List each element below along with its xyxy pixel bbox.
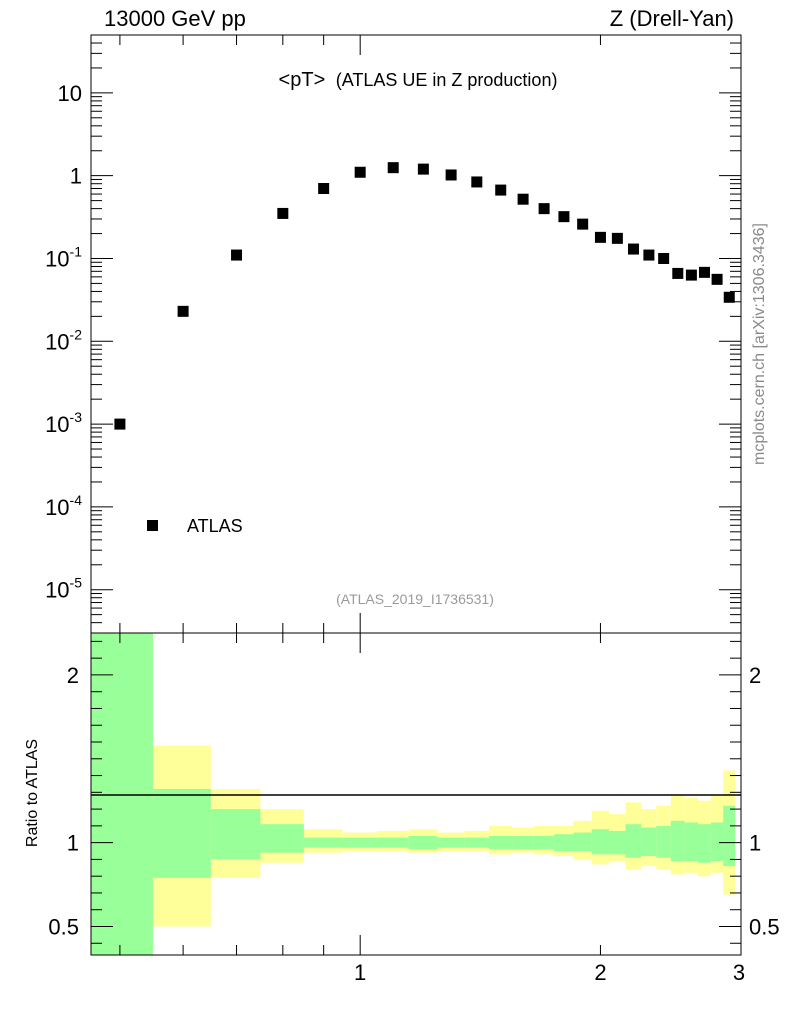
ratio-band-bin (512, 835, 534, 850)
ratio-band-bin (488, 835, 513, 850)
data-point (658, 252, 670, 264)
data-point (577, 218, 589, 230)
ratio-y-tick-label-right: 0.5 (749, 914, 780, 939)
x-tick-label: 2 (594, 960, 606, 985)
ratio-band-bin (684, 822, 698, 862)
ratio-band-bin (641, 827, 657, 857)
ratio-band-bin (260, 824, 304, 853)
data-point (277, 207, 289, 219)
ratio-y-tick-label-right: 1 (749, 831, 761, 856)
data-point (627, 243, 639, 255)
ratio-band-bin (377, 837, 409, 848)
ratio-band-bin (573, 832, 592, 852)
ratio-band-bin (670, 820, 685, 862)
data-point (594, 231, 606, 243)
data-point (471, 176, 483, 188)
main-y-tick-label: 10 (58, 81, 82, 106)
main-y-tick-label: 10-2 (45, 326, 82, 354)
x-tick-label: 3 (733, 960, 745, 985)
data-point (417, 163, 429, 175)
data-point (495, 184, 507, 196)
ratio-y-tick-label: 1 (67, 831, 79, 856)
ratio-band-bin (91, 633, 153, 955)
data-point (538, 203, 550, 215)
ratio-band-bin (152, 788, 211, 878)
ratio-band-bin (437, 837, 465, 848)
main-frame (90, 34, 742, 634)
main-y-tick-label: 10-3 (45, 409, 82, 437)
ratio-y-axis-label: Ratio to ATLAS (24, 739, 41, 847)
ratio-band-bin (303, 837, 343, 848)
data-point (177, 305, 189, 317)
ratio-axes: 0.5 0.5 1 1 2 2 1 2 3 (48, 633, 780, 985)
ratio-y-tick-label: 2 (67, 663, 79, 688)
data-point (558, 211, 570, 223)
ratio-band-bin (697, 824, 711, 863)
legend-label: ATLAS (187, 516, 243, 536)
ratio-bands (91, 633, 736, 955)
data-point (611, 232, 623, 244)
data-point (711, 273, 723, 285)
data-point (672, 267, 684, 279)
ratio-band-bin (656, 825, 671, 858)
data-point (643, 249, 655, 261)
header-process-label: Z (Drell-Yan) (610, 6, 734, 31)
main-title-description: (ATLAS UE in Z production) (336, 70, 558, 90)
ratio-band-bin (342, 837, 378, 848)
x-tick-label: 1 (354, 960, 366, 985)
ratio-band-bin (710, 822, 724, 862)
data-point (517, 193, 529, 205)
main-y-tick-label: 10-4 (45, 492, 82, 520)
data-point (387, 162, 399, 174)
data-point (354, 166, 366, 178)
main-title-observable: <pT> (279, 69, 326, 91)
ratio-y-tick-label: 0.5 (48, 914, 79, 939)
data-point (723, 291, 735, 303)
ratio-frame (90, 632, 742, 956)
legend-marker (147, 520, 158, 531)
ratio-y-tick-label-right: 2 (749, 663, 761, 688)
main-y-tick-label: 10-1 (45, 243, 82, 271)
ratio-panel: 0.5 0.5 1 1 2 2 1 2 3 (48, 632, 780, 985)
main-data-points (114, 162, 735, 430)
data-point (698, 266, 710, 278)
data-point (685, 269, 697, 281)
ratio-band-bin (625, 824, 642, 858)
ratio-band-bin (464, 837, 489, 848)
data-point (114, 418, 126, 430)
side-source-label: mcplots.cern.ch [arXiv:1306.3436] (751, 223, 768, 465)
main-panel: <pT> (ATLAS UE in Z production) (ATLAS_2… (45, 34, 742, 634)
main-y-tick-label: 1 (70, 164, 82, 189)
data-point (231, 249, 243, 261)
data-point (318, 183, 330, 195)
ratio-band-bin (723, 805, 736, 867)
ratio-band-bin (591, 829, 610, 855)
ratio-band-bin (609, 830, 626, 855)
main-axes: 10-5 10-4 10-3 10-2 10-1 1 10 (45, 35, 742, 633)
main-plot-title: <pT> (ATLAS UE in Z production) (279, 69, 558, 91)
ratio-band-bin (408, 835, 438, 850)
ratio-band-bin (533, 835, 555, 850)
data-point (445, 169, 457, 181)
main-y-tick-label: 10-5 (45, 575, 82, 603)
ratio-band-bin (554, 834, 574, 852)
ratio-band-bin (210, 809, 261, 860)
header-energy-label: 13000 GeV pp (104, 6, 246, 31)
analysis-id-label: (ATLAS_2019_I1736531) (336, 591, 494, 607)
